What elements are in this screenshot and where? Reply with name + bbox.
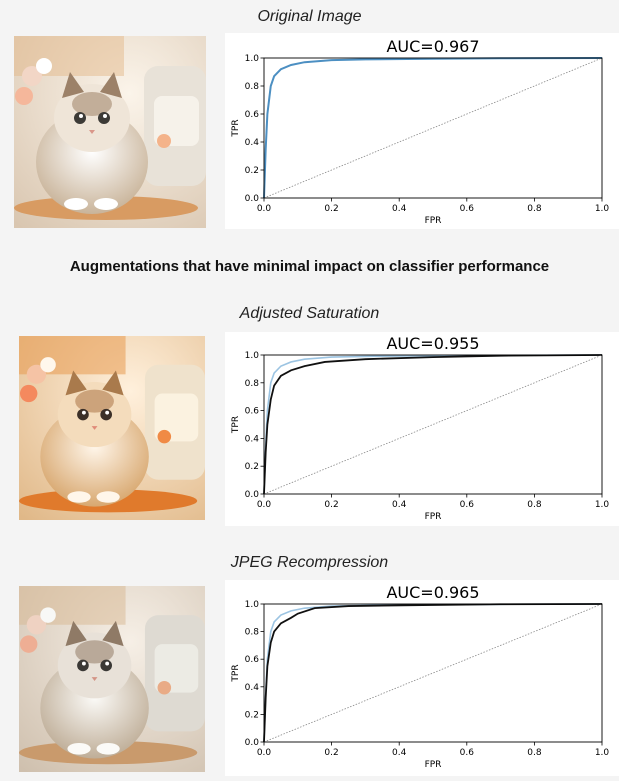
chart-title: AUC=0.965 bbox=[386, 583, 479, 602]
cat-illustration bbox=[19, 586, 205, 772]
x-tick-label: 1.0 bbox=[595, 748, 610, 758]
roc-chart-svg: AUC=0.955 0.0 0.2 0.4 0.6 0.8 1.0 0.0 0.2 0.4 0.6 0… bbox=[231, 334, 610, 522]
roc-chart-svg: AUC=0.965 0.0 0.2 0.4 0.6 0.8 1.0 0.0 0.2 0.4 0.6 0… bbox=[231, 583, 610, 770]
x-tick-label: 0.2 bbox=[324, 204, 338, 214]
x-axis-label: FPR bbox=[425, 216, 442, 226]
y-tick-label: 0.6 bbox=[245, 110, 260, 120]
y-axis-label: TPR bbox=[231, 664, 241, 682]
cat-photo-jpeg bbox=[19, 586, 205, 772]
y-tick-label: 1.0 bbox=[245, 54, 260, 64]
chance-line bbox=[263, 57, 603, 199]
y-tick-label: 0.0 bbox=[245, 194, 260, 204]
y-axis-label: TPR bbox=[231, 416, 241, 434]
y-tick-label: 1.0 bbox=[245, 600, 260, 610]
x-tick-label: 1.0 bbox=[595, 204, 610, 214]
x-tick-label: 0.0 bbox=[257, 748, 272, 758]
x-tick-label: 0.6 bbox=[460, 500, 475, 510]
y-tick-label: 0.4 bbox=[245, 683, 260, 693]
y-tick-label: 0.0 bbox=[245, 490, 260, 500]
roc-chart-original: AUC=0.967 0.0 0.2 0.4 0.6 0.8 1.0 0.0 0.2 0.4 0.6 0… bbox=[225, 33, 619, 229]
cat-photo-original bbox=[14, 36, 206, 228]
x-tick-label: 0.8 bbox=[527, 748, 542, 758]
chance-line bbox=[263, 354, 603, 495]
roc-curve-baseline bbox=[263, 354, 603, 495]
y-tick-label: 0.2 bbox=[245, 462, 259, 472]
plot-frame bbox=[263, 57, 603, 199]
y-tick-label: 1.0 bbox=[245, 351, 260, 361]
x-tick-label: 0.4 bbox=[392, 204, 407, 214]
x-tick-label: 1.0 bbox=[595, 500, 610, 510]
x-tick-label: 0.8 bbox=[527, 204, 542, 214]
y-tick-label: 0.4 bbox=[245, 434, 260, 444]
plot-frame bbox=[263, 603, 603, 743]
x-tick-label: 0.4 bbox=[392, 500, 407, 510]
roc-curve-baseline bbox=[263, 57, 603, 199]
y-tick-label: 0.8 bbox=[245, 628, 260, 638]
section-heading: Augmentations that have minimal impact o… bbox=[69, 258, 550, 275]
roc-chart-svg: AUC=0.967 0.0 0.2 0.4 0.6 0.8 1.0 0.0 0.2 0.4 0.6 0… bbox=[231, 37, 610, 226]
caption-saturation: Adjusted Saturation bbox=[239, 305, 380, 322]
cat-photo-saturation bbox=[19, 336, 205, 520]
x-tick-label: 0.4 bbox=[392, 748, 407, 758]
x-tick-label: 0.8 bbox=[527, 500, 542, 510]
y-tick-label: 0.2 bbox=[245, 166, 259, 176]
x-tick-label: 0.6 bbox=[460, 748, 475, 758]
chart-title: AUC=0.967 bbox=[386, 37, 479, 56]
caption-jpeg: JPEG Recompression bbox=[230, 554, 389, 571]
y-tick-label: 0.8 bbox=[245, 379, 260, 389]
x-tick-label: 0.0 bbox=[257, 204, 272, 214]
x-tick-label: 0.2 bbox=[324, 748, 338, 758]
y-tick-label: 0.6 bbox=[245, 407, 260, 417]
roc-curve-augmented bbox=[263, 603, 603, 743]
x-tick-label: 0.6 bbox=[460, 204, 475, 214]
caption-original: Original Image bbox=[257, 8, 362, 25]
cat-illustration bbox=[19, 336, 205, 520]
y-tick-label: 0.8 bbox=[245, 82, 260, 92]
y-tick-label: 0.0 bbox=[245, 738, 260, 748]
chart-title: AUC=0.955 bbox=[386, 334, 479, 353]
x-tick-label: 0.2 bbox=[324, 500, 338, 510]
y-tick-label: 0.2 bbox=[245, 710, 259, 720]
plot-frame bbox=[263, 354, 603, 495]
x-axis-label: FPR bbox=[425, 512, 442, 522]
y-tick-label: 0.6 bbox=[245, 655, 260, 665]
y-axis-label: TPR bbox=[231, 119, 241, 137]
x-tick-label: 0.0 bbox=[257, 500, 272, 510]
chance-line bbox=[263, 603, 603, 743]
x-axis-label: FPR bbox=[425, 760, 442, 770]
roc-curve-augmented bbox=[263, 354, 603, 495]
roc-chart-saturation: AUC=0.955 0.0 0.2 0.4 0.6 0.8 1.0 0.0 0.2 0.4 0.6 0… bbox=[225, 332, 619, 526]
cat-illustration bbox=[14, 36, 206, 228]
y-tick-label: 0.4 bbox=[245, 138, 260, 148]
roc-chart-jpeg: AUC=0.965 0.0 0.2 0.4 0.6 0.8 1.0 0.0 0.2 0.4 0.6 0… bbox=[225, 580, 619, 776]
